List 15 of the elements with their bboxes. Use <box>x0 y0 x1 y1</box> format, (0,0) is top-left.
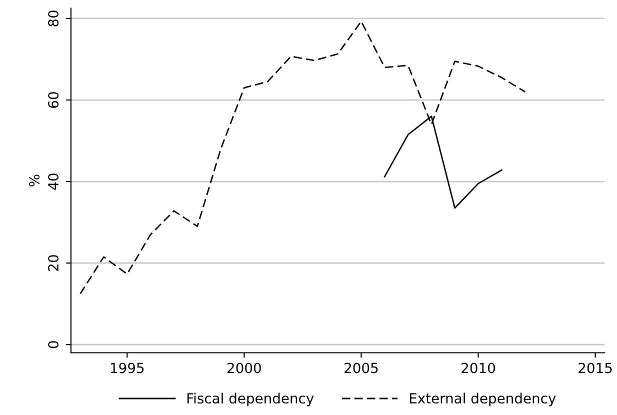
y-tick-label: 60 <box>48 92 59 108</box>
y-axis-title: % <box>29 174 40 186</box>
x-tick-label: 2000 <box>228 362 261 374</box>
legend-label: Fiscal dependency <box>187 392 314 406</box>
y-tick-label: 20 <box>48 255 59 271</box>
x-tick-label: 2005 <box>344 362 378 374</box>
x-tick-label: 1995 <box>110 362 144 374</box>
x-tick-label: 2010 <box>462 362 496 374</box>
y-tick-label: 40 <box>48 174 59 190</box>
x-tick-label: 2015 <box>578 362 612 374</box>
legend-label: External dependency <box>410 392 556 406</box>
line-series <box>384 116 502 209</box>
y-tick-label: 80 <box>48 10 59 26</box>
y-tick-label: 0 <box>48 341 59 348</box>
line-series <box>80 20 526 294</box>
